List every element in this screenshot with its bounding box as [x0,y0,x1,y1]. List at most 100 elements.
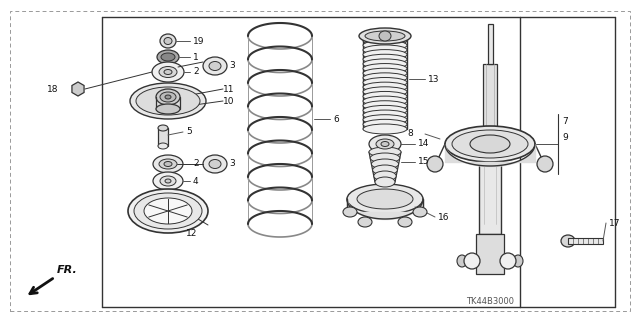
Ellipse shape [343,207,357,217]
Text: 4: 4 [193,176,198,186]
Text: 12: 12 [186,228,197,238]
Ellipse shape [500,253,516,269]
Ellipse shape [159,66,177,78]
Ellipse shape [165,179,171,183]
Ellipse shape [452,130,528,158]
Ellipse shape [165,95,171,99]
Ellipse shape [363,124,407,134]
Text: 1: 1 [193,53,199,62]
Ellipse shape [363,78,407,87]
Ellipse shape [144,198,192,224]
Ellipse shape [363,40,407,50]
Ellipse shape [464,253,480,269]
Ellipse shape [363,110,407,120]
Ellipse shape [363,31,407,41]
Bar [476,234,504,274]
Ellipse shape [160,92,176,102]
Bar [158,128,168,146]
Ellipse shape [413,207,427,217]
Ellipse shape [164,70,172,75]
Ellipse shape [203,155,227,173]
Ellipse shape [365,31,405,41]
Text: TK44B3000: TK44B3000 [466,296,514,306]
Ellipse shape [203,57,227,75]
Text: 7: 7 [562,116,568,125]
Ellipse shape [370,153,400,163]
Text: FR.: FR. [57,265,77,275]
Ellipse shape [445,126,535,162]
Ellipse shape [134,193,202,229]
Ellipse shape [358,217,372,227]
Ellipse shape [347,184,423,214]
Ellipse shape [363,36,407,46]
Ellipse shape [371,159,399,169]
Text: 19: 19 [193,36,205,46]
Ellipse shape [157,50,179,64]
Ellipse shape [359,28,411,44]
Ellipse shape [363,49,407,60]
Bar [479,162,501,234]
Ellipse shape [161,53,175,61]
Bar [488,24,493,64]
Text: 5: 5 [186,128,192,137]
Ellipse shape [363,96,407,106]
Polygon shape [72,82,84,96]
Ellipse shape [136,87,200,115]
Ellipse shape [374,171,396,181]
Ellipse shape [470,135,510,153]
Ellipse shape [158,143,168,149]
Ellipse shape [158,125,168,131]
Ellipse shape [376,139,394,149]
Text: 3: 3 [229,62,235,70]
Ellipse shape [369,135,401,153]
Text: 11: 11 [223,85,234,93]
Ellipse shape [363,59,407,69]
Ellipse shape [153,155,183,173]
Ellipse shape [379,31,391,41]
Ellipse shape [74,85,82,93]
Ellipse shape [128,189,208,233]
Ellipse shape [130,83,206,119]
Ellipse shape [561,235,575,247]
Ellipse shape [209,160,221,168]
Ellipse shape [363,45,407,55]
Ellipse shape [156,104,180,114]
Ellipse shape [363,92,407,101]
Ellipse shape [156,89,180,105]
Ellipse shape [209,62,221,70]
Ellipse shape [369,147,401,157]
Text: 18: 18 [47,85,58,93]
Ellipse shape [363,68,407,78]
Ellipse shape [357,189,413,209]
Text: 10: 10 [223,97,234,106]
Ellipse shape [398,217,412,227]
Ellipse shape [372,165,397,175]
Ellipse shape [164,161,172,167]
Ellipse shape [381,142,389,146]
Text: 2: 2 [193,68,198,77]
Ellipse shape [164,38,172,44]
Ellipse shape [363,105,407,115]
Text: 2: 2 [193,160,198,168]
Ellipse shape [160,176,176,186]
Ellipse shape [375,177,395,187]
Text: 8: 8 [407,130,413,138]
Text: 14: 14 [418,139,429,149]
Text: 13: 13 [428,75,440,84]
Ellipse shape [363,82,407,92]
Text: 9: 9 [562,132,568,142]
Text: 15: 15 [418,158,429,167]
Ellipse shape [363,119,407,129]
Bar [483,64,497,144]
Ellipse shape [153,172,183,190]
Ellipse shape [159,159,177,169]
Ellipse shape [513,255,523,267]
Ellipse shape [363,101,407,111]
Ellipse shape [152,62,184,82]
Text: 16: 16 [438,212,449,221]
Ellipse shape [160,34,176,48]
Ellipse shape [537,156,553,172]
Text: 3: 3 [229,160,235,168]
Text: 17: 17 [609,219,621,227]
Bar [568,238,603,244]
